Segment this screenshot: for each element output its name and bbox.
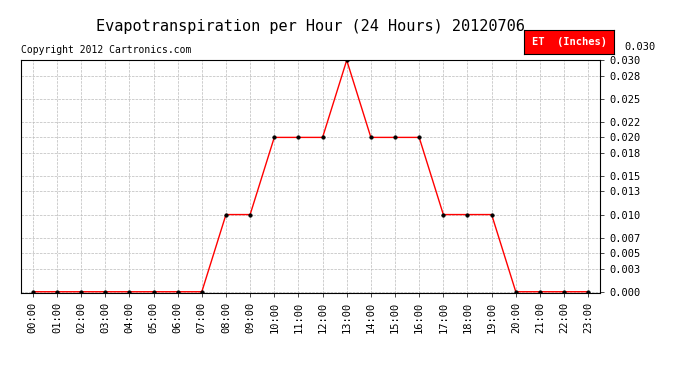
Text: 0.030: 0.030 — [624, 42, 656, 52]
Text: Copyright 2012 Cartronics.com: Copyright 2012 Cartronics.com — [21, 45, 191, 55]
Text: Evapotranspiration per Hour (24 Hours) 20120706: Evapotranspiration per Hour (24 Hours) 2… — [96, 19, 525, 34]
Text: ET  (Inches): ET (Inches) — [532, 37, 607, 47]
